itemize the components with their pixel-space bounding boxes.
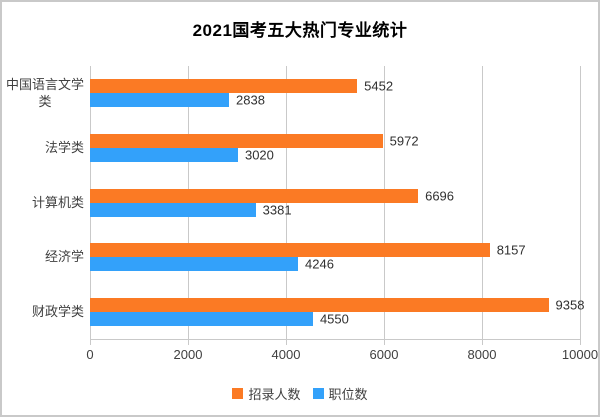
bar-职位数 xyxy=(90,147,238,162)
data-label: 4246 xyxy=(305,256,334,272)
bar-招录人数 xyxy=(90,243,490,258)
gridline xyxy=(384,66,385,339)
axis-tick xyxy=(188,339,189,345)
category-label: 财政学类 xyxy=(31,303,84,319)
category-label: 经济学 xyxy=(44,248,84,264)
x-tick-label: 0 xyxy=(86,347,94,362)
x-tick-label: 6000 xyxy=(369,347,399,362)
category-label-wrap: 中国语言文学类 xyxy=(2,77,84,110)
data-label: 9358 xyxy=(555,297,585,313)
bar-招录人数 xyxy=(90,133,383,148)
data-label: 5452 xyxy=(364,78,394,94)
gridline xyxy=(482,66,483,339)
data-label: 8157 xyxy=(496,242,526,258)
legend-label: 职位数 xyxy=(328,387,368,402)
axis-tick xyxy=(580,339,581,345)
category-label: 中国语言文学类 xyxy=(6,77,85,109)
category-label-wrap: 计算机类 xyxy=(2,194,84,210)
legend-label: 招录人数 xyxy=(248,387,301,402)
legend-swatch-招录人数 xyxy=(232,388,244,399)
legend-swatch-职位数 xyxy=(312,388,324,399)
legend-item: 职位数 xyxy=(312,384,368,403)
legend-item: 招录人数 xyxy=(232,384,301,403)
data-label: 4550 xyxy=(319,311,349,327)
axis-tick xyxy=(90,339,91,345)
bar-职位数 xyxy=(90,311,313,326)
bar-职位数 xyxy=(90,257,299,272)
category-label: 法学类 xyxy=(44,139,84,155)
x-tick-label: 10000 xyxy=(561,347,599,362)
x-tick-label: 8000 xyxy=(467,347,497,362)
axis-tick xyxy=(482,339,483,345)
bar-招录人数 xyxy=(90,188,419,203)
x-tick-label: 2000 xyxy=(173,347,203,362)
x-tick-label: 4000 xyxy=(271,347,301,362)
axis-tick xyxy=(286,339,287,345)
gridline xyxy=(580,66,581,339)
axis-tick xyxy=(384,339,385,345)
category-label-wrap: 财政学类 xyxy=(2,304,84,320)
x-axis-line xyxy=(90,339,580,340)
bar-职位数 xyxy=(90,202,256,217)
bar-招录人数 xyxy=(90,79,358,94)
gridline xyxy=(286,66,287,339)
data-label: 3020 xyxy=(244,147,274,163)
category-label-wrap: 法学类 xyxy=(2,140,84,156)
data-label: 3381 xyxy=(262,202,292,217)
data-label: 2838 xyxy=(236,92,265,108)
bar-招录人数 xyxy=(90,297,549,312)
data-label: 6696 xyxy=(425,188,455,203)
category-label-wrap: 经济学 xyxy=(2,249,84,265)
chart-title: 2021国考五大热门专业统计 xyxy=(192,21,408,40)
data-label: 5972 xyxy=(389,133,419,149)
bar-职位数 xyxy=(90,93,230,108)
category-label: 计算机类 xyxy=(31,194,84,210)
legend: 招录人数 职位数 xyxy=(2,384,598,403)
